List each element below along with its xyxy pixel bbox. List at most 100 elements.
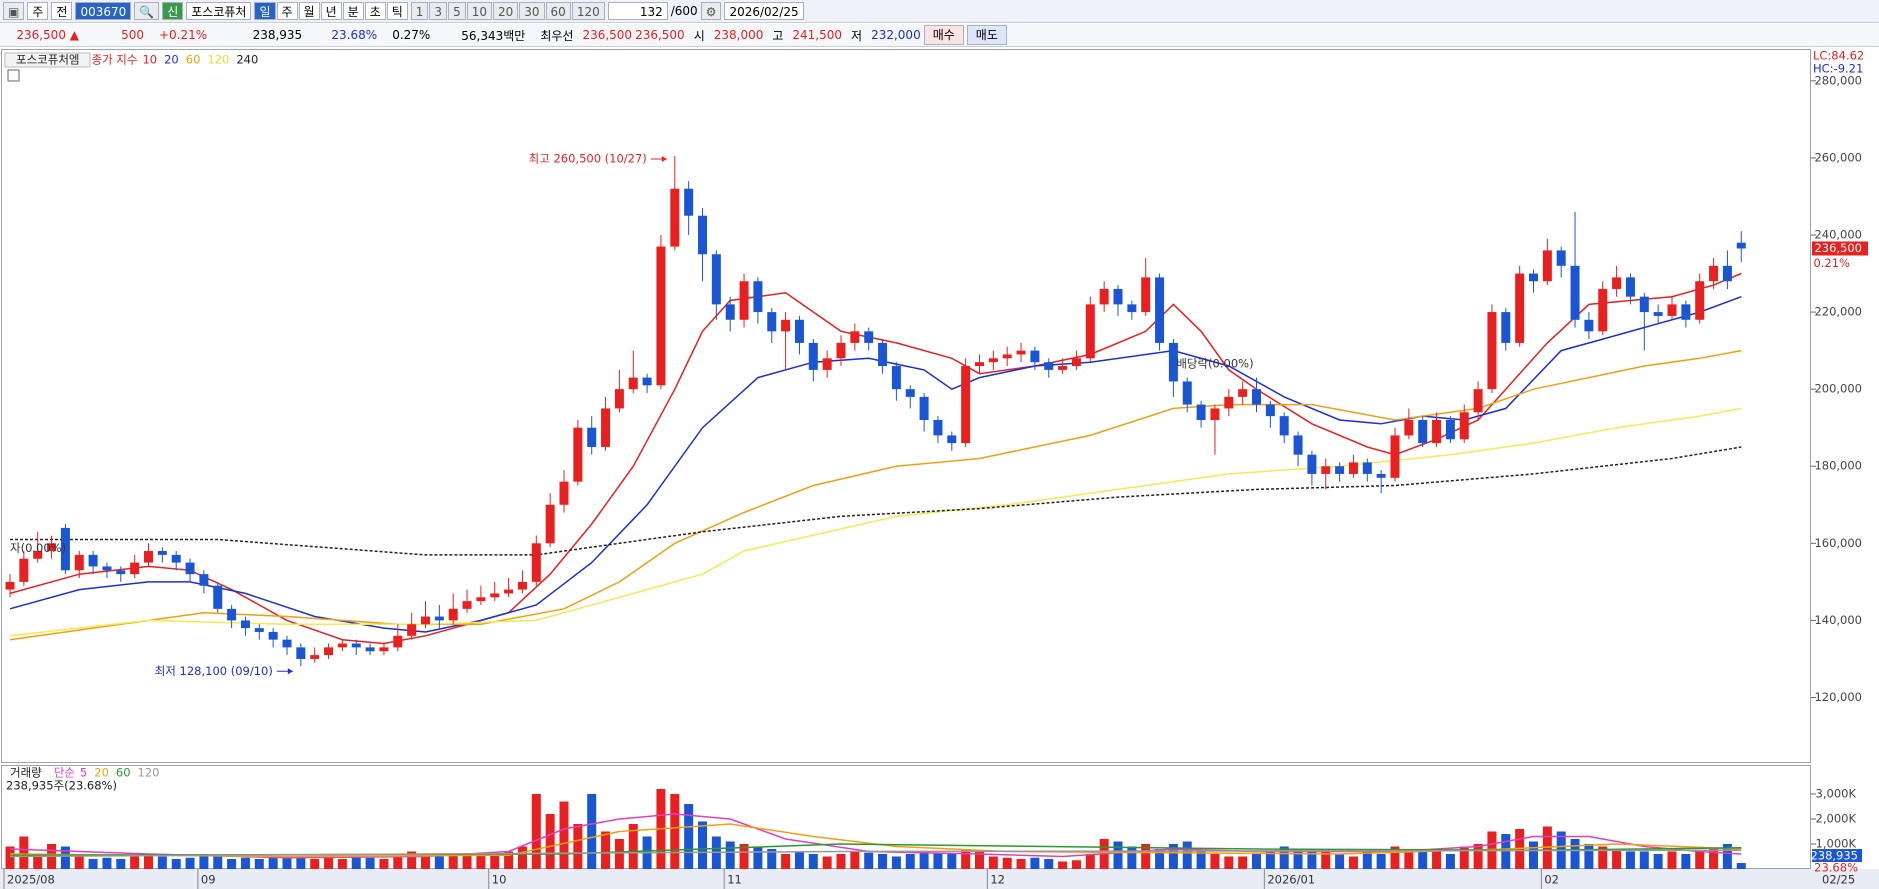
annotation-arrowhead bbox=[287, 668, 293, 675]
candle-body bbox=[1695, 281, 1705, 320]
interval-button[interactable]: 3 bbox=[429, 2, 448, 20]
volume-bar bbox=[725, 841, 735, 869]
interval-button[interactable]: 20 bbox=[492, 2, 519, 20]
period-button[interactable]: 월 bbox=[298, 2, 320, 20]
moving-average bbox=[9, 407, 1742, 637]
candle-body bbox=[282, 639, 292, 648]
legend-label: 단순 bbox=[54, 766, 75, 780]
candle-body bbox=[628, 377, 638, 390]
candle-body bbox=[240, 620, 250, 629]
sell-button[interactable]: 매도 bbox=[966, 25, 1007, 45]
period-button[interactable]: 주 bbox=[276, 2, 298, 20]
interval-button[interactable]: 30 bbox=[519, 2, 545, 20]
badge[interactable]: 신 bbox=[162, 2, 184, 20]
volume-bar bbox=[1002, 857, 1012, 869]
candle-body bbox=[393, 635, 403, 648]
volume-bar bbox=[365, 857, 375, 869]
x-tick-label: 02 bbox=[1544, 873, 1559, 887]
y-tick-label: 280,000 bbox=[1814, 73, 1862, 87]
volume-bar bbox=[1418, 851, 1428, 869]
candle-body bbox=[1681, 304, 1691, 320]
volume-bar bbox=[878, 854, 888, 869]
candle-body bbox=[185, 562, 195, 575]
search[interactable]: 🔍 bbox=[134, 2, 160, 20]
period-button[interactable]: 일 bbox=[254, 2, 276, 20]
lc-label: LC:84.62 bbox=[1813, 49, 1864, 63]
bid: 236,500 bbox=[635, 28, 685, 42]
date[interactable]: 2026/02/25 bbox=[724, 2, 804, 20]
annotation: 배당락(0.00%) bbox=[1176, 357, 1253, 371]
buy-button[interactable]: 매수 bbox=[923, 25, 964, 45]
candle-body bbox=[1044, 362, 1054, 370]
candle-body bbox=[504, 589, 514, 594]
candle-body bbox=[1445, 419, 1455, 440]
volume-bar bbox=[19, 836, 29, 869]
candle-body bbox=[254, 628, 264, 632]
legend-box bbox=[4, 52, 91, 68]
candle-body bbox=[1487, 312, 1497, 390]
volume-summary: 238,935주(23.68%) bbox=[6, 779, 117, 793]
icon[interactable]: ▣ bbox=[3, 2, 25, 20]
candle-body bbox=[476, 597, 486, 602]
volume-bar bbox=[1224, 856, 1234, 869]
candle-body bbox=[33, 551, 43, 559]
candle-body bbox=[919, 396, 929, 420]
current-change: 0.21% bbox=[1813, 256, 1850, 270]
volume-bar bbox=[130, 856, 140, 869]
stock-name[interactable]: 포스코퓨처 bbox=[186, 2, 252, 20]
volume-bar bbox=[961, 849, 971, 869]
candle-body bbox=[1252, 389, 1261, 405]
volume-bar bbox=[614, 839, 624, 869]
candle-body bbox=[434, 616, 444, 621]
volume-bar bbox=[227, 859, 237, 869]
volume-bar bbox=[1044, 859, 1054, 869]
interval-button[interactable]: 60 bbox=[545, 2, 571, 20]
turnover: 0.27% bbox=[392, 28, 431, 42]
candle-body bbox=[684, 188, 694, 216]
candle-body bbox=[1376, 473, 1386, 478]
volume-bar bbox=[905, 854, 915, 869]
y-tick-label: 1,000K bbox=[1816, 837, 1857, 851]
volume-bar bbox=[1127, 846, 1137, 869]
volume-bar bbox=[1681, 854, 1691, 869]
volume-bar bbox=[545, 814, 555, 869]
tool[interactable]: ⚙ bbox=[700, 2, 722, 20]
interval-button[interactable]: 1 bbox=[410, 2, 429, 20]
moving-average bbox=[9, 272, 1742, 645]
volume-bar bbox=[379, 859, 389, 869]
volume-bar bbox=[1252, 854, 1261, 869]
candle-body bbox=[1224, 396, 1234, 409]
interval-button[interactable]: 5 bbox=[448, 2, 466, 20]
volume-bar bbox=[5, 846, 15, 869]
period-button[interactable]: 분 bbox=[342, 2, 364, 20]
period-button[interactable]: 틱 bbox=[386, 2, 408, 20]
legend-entry: 10 bbox=[142, 53, 157, 67]
y-tick-label: 260,000 bbox=[1814, 150, 1862, 164]
candle-body bbox=[1127, 304, 1137, 313]
interval-button[interactable]: 10 bbox=[466, 2, 492, 20]
hc-label: HC:-9.21 bbox=[1813, 62, 1863, 76]
interval-button[interactable]: 120 bbox=[571, 2, 605, 20]
volume-bar bbox=[1307, 851, 1317, 869]
candle-body bbox=[642, 377, 652, 386]
period-button[interactable]: 초 bbox=[364, 2, 386, 20]
volume-bar bbox=[434, 856, 444, 869]
volume-bar bbox=[33, 854, 43, 869]
period-button[interactable]: 년 bbox=[320, 2, 342, 20]
count[interactable]: 132 bbox=[607, 2, 668, 20]
volume-bar bbox=[60, 846, 70, 869]
candle-body bbox=[670, 188, 680, 247]
legend-entry: 60 bbox=[116, 766, 131, 780]
volume-bar bbox=[1459, 846, 1469, 869]
date-axis bbox=[0, 869, 1879, 889]
market[interactable]: 주 bbox=[27, 2, 49, 20]
change-pct: +0.21% bbox=[159, 28, 208, 42]
candle-body bbox=[545, 504, 555, 544]
volume-bar bbox=[185, 857, 195, 869]
scope[interactable]: 전 bbox=[51, 2, 73, 20]
candle-body bbox=[1584, 319, 1594, 332]
volume-bar bbox=[767, 849, 777, 869]
code[interactable]: 003670 bbox=[75, 2, 132, 20]
